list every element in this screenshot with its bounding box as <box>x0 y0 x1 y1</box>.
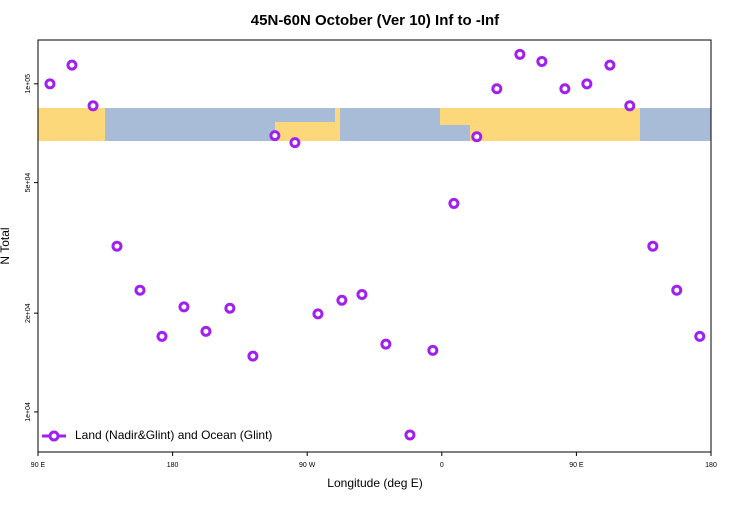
y-axis-label: N Total <box>0 227 12 264</box>
point <box>624 100 636 112</box>
x-tick-label: 90 E <box>569 462 584 469</box>
point <box>200 325 212 337</box>
point <box>224 302 236 314</box>
point <box>427 344 439 356</box>
chart-title: 45N-60N October (Ver 10) Inf to -Inf <box>251 12 500 29</box>
point <box>471 131 483 143</box>
point <box>178 301 190 313</box>
legend-label: Land (Nadir&Glint) and Ocean (Glint) <box>75 428 272 442</box>
map-strip <box>38 108 711 141</box>
point <box>514 48 526 60</box>
plot-frame <box>37 39 712 453</box>
point <box>134 284 146 296</box>
x-tick-label: 90 E <box>31 462 46 469</box>
y-tick-label: 5e+04 <box>25 173 32 193</box>
point <box>336 294 348 306</box>
point <box>559 83 571 95</box>
point <box>111 240 123 252</box>
point <box>380 338 392 350</box>
legend-marker <box>48 430 60 442</box>
y-tick-label: 1e+05 <box>25 74 32 94</box>
point <box>404 429 416 441</box>
point <box>448 197 460 209</box>
x-tick-label: 180 <box>705 462 717 469</box>
point <box>491 83 503 95</box>
y-tick-label: 1e+04 <box>25 402 32 422</box>
point <box>694 330 706 342</box>
point <box>581 78 593 90</box>
point <box>312 308 324 320</box>
point <box>247 350 259 362</box>
point <box>671 284 683 296</box>
y-tick-label: 2e+04 <box>25 303 32 323</box>
point <box>604 59 616 71</box>
point <box>66 59 78 71</box>
x-tick-label: 0 <box>440 462 444 469</box>
point <box>356 289 368 301</box>
point <box>647 240 659 252</box>
point <box>269 130 281 142</box>
x-tick-label: 90 W <box>299 462 316 469</box>
x-axis-label: Longitude (deg E) <box>327 476 422 490</box>
point <box>289 137 301 149</box>
point <box>87 100 99 112</box>
point <box>536 55 548 67</box>
point <box>44 78 56 90</box>
x-tick-label: 180 <box>167 462 179 469</box>
point <box>156 330 168 342</box>
